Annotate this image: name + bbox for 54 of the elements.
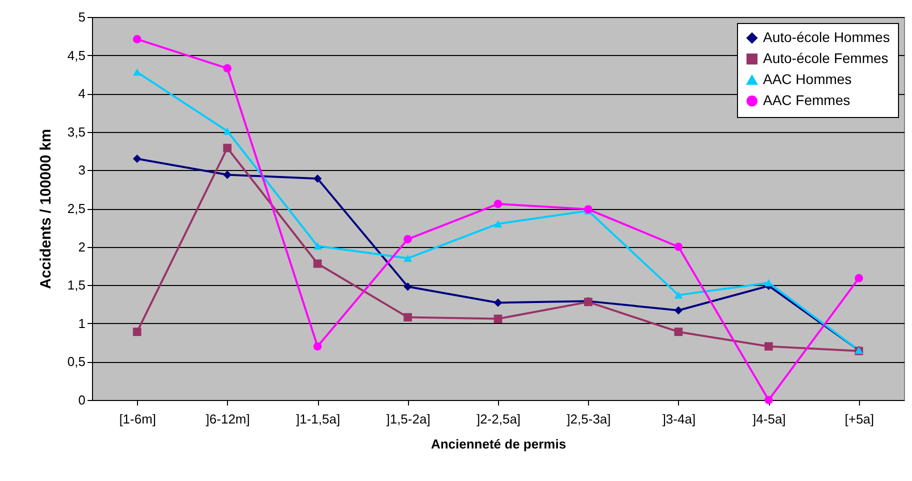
x-tick-label: ]1,5-2a] (386, 412, 430, 426)
point (494, 200, 502, 208)
point (494, 220, 502, 228)
y-tick-label: 4,5 (67, 48, 86, 63)
point (674, 306, 683, 315)
y-tick-label: 2,5 (67, 201, 86, 216)
point (494, 314, 502, 323)
point (223, 64, 232, 72)
point (404, 234, 412, 244)
point (132, 154, 142, 163)
x-tick-label: ]2,5-3a] (566, 412, 611, 426)
point (313, 342, 322, 351)
x-tick-label: ]6-12m] (206, 412, 250, 426)
point (494, 298, 502, 307)
legend-label: Auto-école Femmes (763, 50, 888, 66)
point (132, 68, 142, 76)
y-tick-label: 1 (78, 316, 86, 331)
x-tick-label: ]4-5a] (752, 412, 786, 426)
legend-label: AAC Hommes (763, 71, 852, 87)
x-tick-label: ]2-2,5a] (476, 412, 521, 426)
point (132, 35, 142, 44)
x-axis-title: Ancienneté de permis (430, 436, 566, 452)
point (404, 254, 412, 262)
point (223, 170, 232, 179)
point (404, 313, 412, 322)
x-tick-label: ]3-4a] (662, 412, 696, 426)
point (854, 274, 864, 282)
y-tick-label: 3 (78, 162, 86, 178)
point (764, 342, 773, 351)
x-tick-label: ]1-1,5a] (296, 412, 340, 426)
y-axis-title: Accidents / 100000 km (37, 128, 54, 290)
x-tick-label: [1-6m] (119, 412, 156, 426)
legend-label: Auto-école Hommes (763, 29, 890, 45)
y-tick-label: 5 (78, 10, 86, 24)
point (764, 279, 773, 286)
y-tick-label: 0,5 (67, 354, 86, 370)
x-tick-label: [+5a] (844, 412, 874, 426)
point (674, 242, 683, 251)
point (674, 328, 683, 336)
point (764, 396, 773, 404)
point (132, 328, 142, 336)
y-tick-label: 1,5 (67, 278, 86, 293)
point (674, 291, 683, 299)
y-tick-label: 4 (78, 86, 86, 102)
legend-label: AAC Femmes (763, 92, 850, 108)
y-tick-label: 3,5 (67, 124, 86, 140)
y-tick-label: 0 (78, 392, 86, 408)
y-tick-label: 2 (78, 239, 86, 254)
point (223, 144, 232, 152)
point (404, 282, 412, 291)
point (313, 174, 322, 183)
point (313, 259, 322, 268)
point (313, 242, 322, 250)
point (223, 128, 232, 135)
